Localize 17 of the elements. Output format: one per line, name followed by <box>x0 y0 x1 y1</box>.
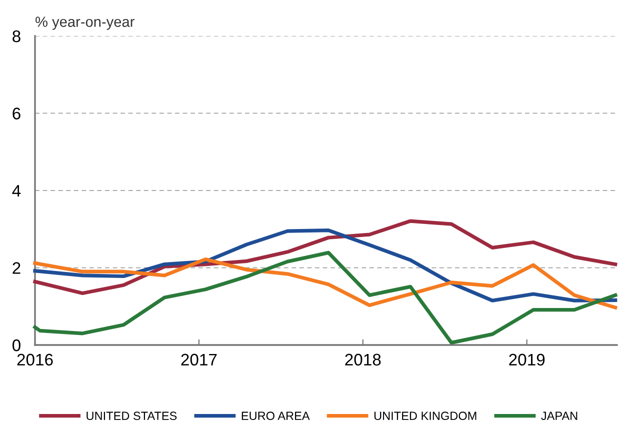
x-tick-label: 2018 <box>345 354 381 366</box>
legend-label: UNITED KINGDOM <box>374 412 476 420</box>
y-tick-label: 6 <box>12 108 20 120</box>
y-tick-label: 0 <box>12 339 20 352</box>
y-tick-label: 2 <box>12 262 20 274</box>
line-series <box>33 219 618 296</box>
line-series <box>33 257 618 310</box>
y-tick-label: 4 <box>12 185 21 197</box>
y-tick-label: 8 <box>12 30 20 42</box>
x-tick-label: 2019 <box>509 354 545 366</box>
legend-label: EURO AREA <box>242 412 310 420</box>
x-tick-label: 2017 <box>181 354 217 366</box>
line-series <box>33 228 618 302</box>
x-tick-label: 2016 <box>17 354 53 366</box>
legend-label: JAPAN <box>541 412 578 420</box>
y-axis-title: % year-on-year <box>36 16 134 30</box>
legend-label: UNITED STATES <box>86 412 177 420</box>
